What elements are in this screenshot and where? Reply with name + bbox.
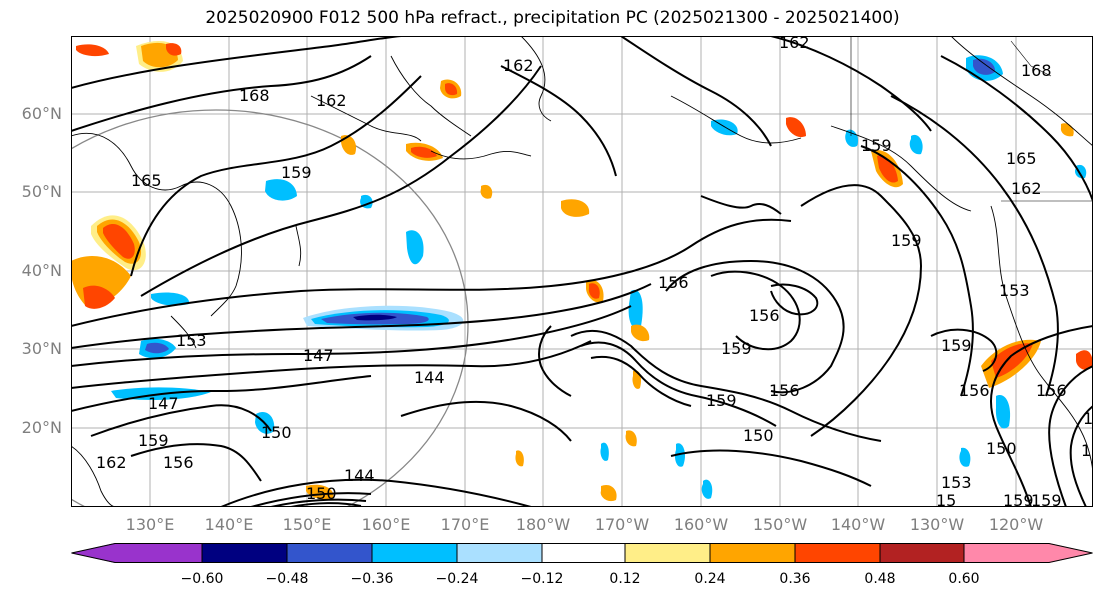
- lat-label: 40°N: [21, 261, 62, 280]
- lon-label: 120°W: [988, 515, 1044, 534]
- contour-label: 144: [344, 466, 375, 485]
- colorbar-tick-label: −0.12: [520, 571, 564, 587]
- precip-negative: [111, 55, 1087, 499]
- colorbar-segment: [457, 543, 542, 563]
- colorbar-tick-label: 0.48: [864, 571, 896, 587]
- contour-label: 168: [1021, 61, 1052, 80]
- colorbar-tick-label: −0.24: [435, 571, 479, 587]
- colorbar: [71, 543, 1093, 563]
- lon-label: 150°E: [282, 515, 332, 534]
- lon-label: 170°W: [594, 515, 650, 534]
- contour-label: 153: [176, 331, 207, 350]
- colorbar-segment: [795, 543, 880, 563]
- contour-label: 150: [986, 439, 1017, 458]
- contour-label: 156: [1036, 381, 1067, 400]
- lon-label: 150°W: [752, 515, 808, 534]
- colorbar-tick-label: −0.36: [350, 571, 394, 587]
- contour-lines: [71, 36, 1093, 507]
- coastlines: [71, 36, 1093, 507]
- contour-label: 159: [1003, 491, 1034, 507]
- contour-label: 156: [163, 453, 194, 472]
- contour-label: 156: [658, 273, 689, 292]
- colorbar-tick-label: −0.60: [180, 571, 224, 587]
- contour-label: 162: [779, 36, 810, 52]
- lon-label: 160°E: [361, 515, 411, 534]
- borders: [850, 36, 1093, 202]
- colorbar-segment: [542, 543, 625, 563]
- contour-label: 159: [861, 136, 892, 155]
- colorbar-segment: [710, 543, 795, 563]
- contour-label: 159: [281, 163, 312, 182]
- contour-label: 162: [503, 56, 534, 75]
- colorbar-segment: [625, 543, 710, 563]
- lon-label: 130°E: [125, 515, 175, 534]
- contour-label: 165: [1006, 149, 1037, 168]
- colorbar-tick-label: −0.48: [265, 571, 309, 587]
- contour-label: 159: [941, 336, 972, 355]
- precip-positive: [71, 41, 1093, 502]
- colorbar-outline: [71, 543, 1093, 563]
- contour-label: 147: [148, 394, 179, 413]
- contour-label: 159: [1031, 491, 1062, 507]
- colorbar-tick-label: 0.60: [948, 571, 980, 587]
- contour-label: 162: [316, 91, 347, 110]
- contour-label: 165: [131, 171, 162, 190]
- map-area[interactable]: 168 162 159 165 162 153 147 144 147 159 …: [71, 36, 1093, 507]
- contour-label: 144: [414, 368, 445, 387]
- contour-label-group: 168 162 159 165 162 153 147 144 147 159 …: [96, 36, 1093, 507]
- lat-label: 20°N: [21, 418, 62, 437]
- contour-label: 168: [239, 86, 270, 105]
- colorbar-segment: [287, 543, 372, 563]
- lon-label: 140°E: [204, 515, 254, 534]
- contour-label: 147: [303, 346, 334, 365]
- lon-label: 140°W: [830, 515, 886, 534]
- colorbar-segment: [372, 543, 457, 563]
- contour-label: 159: [891, 231, 922, 250]
- lat-label: 30°N: [21, 339, 62, 358]
- colorbar-tick-label: 0.36: [779, 571, 811, 587]
- contour-label: 159: [138, 431, 169, 450]
- map-canvas: 168 162 159 165 162 153 147 144 147 159 …: [71, 36, 1093, 507]
- lon-label: 160°W: [673, 515, 729, 534]
- lon-label: 130°W: [909, 515, 965, 534]
- contour-label: 156: [959, 381, 990, 400]
- contour-label: 150: [306, 484, 337, 503]
- colorbar-segment: [71, 543, 202, 563]
- contour-label: 150: [261, 423, 292, 442]
- gridlines: [71, 36, 1093, 507]
- colorbar-tick-label: 0.24: [694, 571, 726, 587]
- colorbar-segment: [202, 543, 287, 563]
- region-circle: [71, 109, 469, 507]
- colorbar-ticks: [201, 543, 965, 563]
- colorbar-segment: [964, 543, 1093, 563]
- contour-label: 150: [743, 426, 774, 445]
- contour-label: 159: [706, 391, 737, 410]
- contour-label: 156: [1083, 409, 1093, 428]
- contour-label: 153: [999, 281, 1030, 300]
- lat-label: 60°N: [21, 104, 62, 123]
- contour-label: 162: [1011, 179, 1042, 198]
- contour-label: 156: [769, 381, 800, 400]
- contour-label: 15: [936, 491, 956, 507]
- contour-label: 156: [749, 306, 780, 325]
- lat-label: 50°N: [21, 182, 62, 201]
- contour-label: 153: [941, 473, 972, 492]
- lon-label: 170°E: [440, 515, 490, 534]
- contour-label: 159: [721, 339, 752, 358]
- colorbar-tick-label: 0.12: [609, 571, 641, 587]
- colorbar-segments: [71, 543, 1093, 563]
- contour-label: 162: [96, 453, 127, 472]
- lon-label: 180°W: [515, 515, 571, 534]
- colorbar-segment: [880, 543, 964, 563]
- chart-title: 2025020900 F012 500 hPa refract., precip…: [205, 8, 900, 28]
- contour-label: 150: [1081, 441, 1093, 460]
